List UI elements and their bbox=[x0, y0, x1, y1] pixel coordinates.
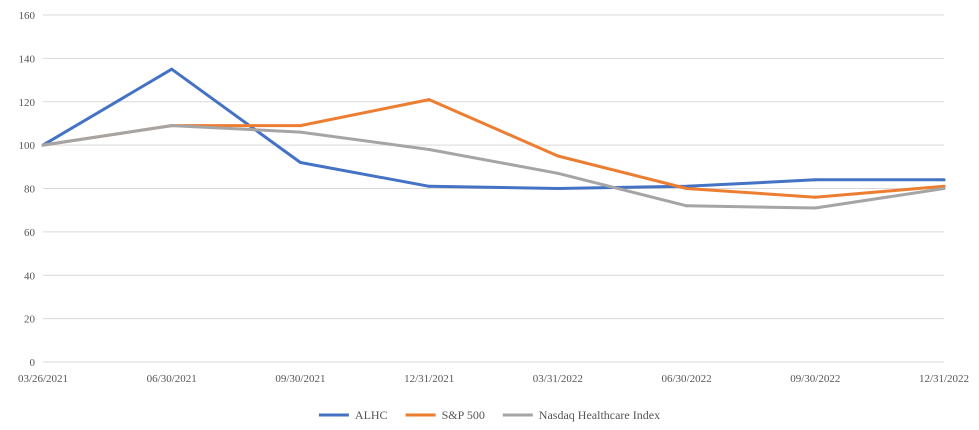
data-point bbox=[170, 124, 174, 128]
legend: ALHC S&P 500 Nasdaq Healthcare Index bbox=[318, 408, 660, 422]
data-point bbox=[298, 124, 302, 128]
data-point bbox=[170, 67, 174, 71]
legend-item-0: ALHC bbox=[318, 408, 388, 422]
series-line-1 bbox=[41, 98, 946, 199]
y-tick-label: 80 bbox=[24, 184, 36, 196]
y-tick-label: 20 bbox=[24, 314, 36, 326]
y-axis-tick-labels: 0 20 40 60 80 100 120 140 160 bbox=[19, 10, 36, 369]
data-point bbox=[427, 98, 431, 102]
series-1 bbox=[41, 98, 946, 199]
x-tick-label: 12/31/2021 bbox=[404, 373, 454, 385]
data-point bbox=[556, 171, 560, 175]
legend-label: ALHC bbox=[355, 408, 388, 422]
data-point bbox=[942, 178, 946, 182]
x-tick-label: 03/31/2022 bbox=[533, 373, 583, 385]
data-point bbox=[556, 187, 560, 190]
y-tick-label: 60 bbox=[24, 227, 36, 239]
data-point bbox=[813, 178, 817, 182]
data-point bbox=[942, 184, 946, 188]
series-lines bbox=[41, 67, 946, 210]
series-2 bbox=[41, 124, 946, 210]
y-tick-label: 160 bbox=[19, 10, 36, 22]
y-tick-label: 120 bbox=[19, 97, 36, 109]
data-point bbox=[298, 160, 302, 164]
x-tick-label: 09/30/2022 bbox=[790, 373, 840, 385]
data-point bbox=[813, 206, 817, 210]
y-tick-label: 0 bbox=[30, 357, 36, 369]
legend-label: Nasdaq Healthcare Index bbox=[539, 408, 660, 422]
x-tick-label: 06/30/2022 bbox=[662, 373, 712, 385]
x-axis-tick-labels: 03/26/2021 06/30/2021 09/30/2021 12/31/2021… bbox=[18, 373, 969, 385]
data-point bbox=[685, 204, 689, 208]
series-line-0 bbox=[41, 67, 946, 190]
legend-label: S&P 500 bbox=[442, 408, 485, 422]
x-tick-label: 12/31/2022 bbox=[919, 373, 969, 385]
series-line-2 bbox=[41, 124, 946, 210]
y-tick-label: 100 bbox=[19, 140, 36, 152]
data-point bbox=[427, 184, 431, 188]
legend-item-2: Nasdaq Healthcare Index bbox=[502, 408, 660, 422]
data-point bbox=[298, 130, 302, 134]
x-tick-label: 06/30/2021 bbox=[147, 373, 197, 385]
x-tick-label: 03/26/2021 bbox=[18, 373, 68, 385]
data-point bbox=[427, 147, 431, 151]
data-point bbox=[942, 187, 946, 190]
data-point bbox=[556, 154, 560, 158]
legend-item-1: S&P 500 bbox=[405, 408, 485, 422]
data-point bbox=[41, 143, 45, 147]
x-tick-label: 09/30/2021 bbox=[275, 373, 325, 385]
y-tick-label: 40 bbox=[24, 270, 36, 282]
data-point bbox=[685, 187, 689, 190]
data-point bbox=[813, 195, 817, 199]
y-tick-label: 140 bbox=[19, 53, 36, 65]
